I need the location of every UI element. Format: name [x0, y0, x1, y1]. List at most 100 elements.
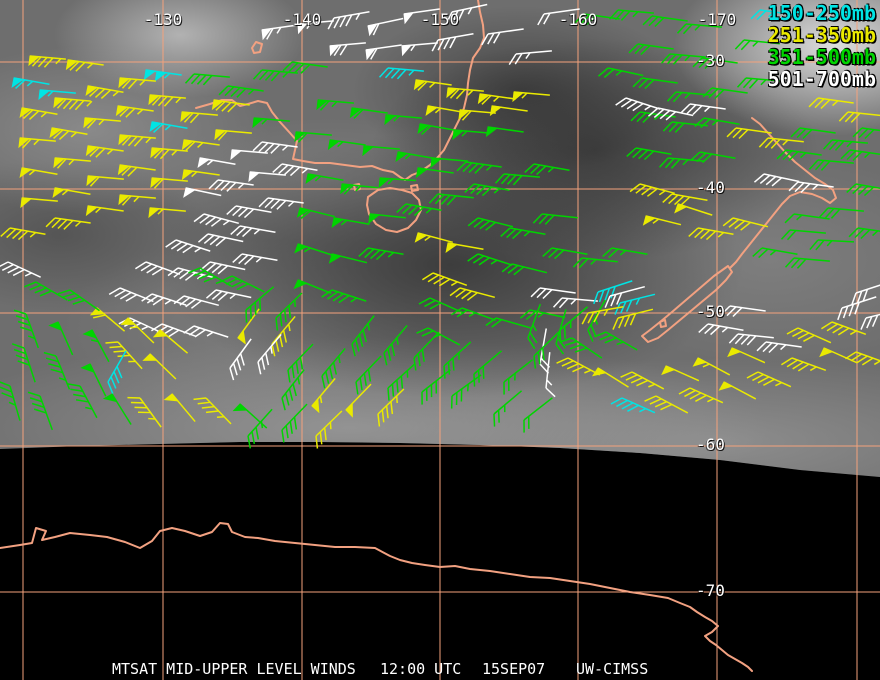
wind-barb — [467, 253, 513, 266]
wind-barb — [165, 239, 211, 254]
wind-barb — [11, 77, 50, 89]
wind-barb — [181, 169, 220, 181]
wind-barb — [660, 53, 706, 65]
wind-barb — [647, 107, 694, 121]
wind-barb — [417, 123, 456, 135]
wind-barb — [118, 77, 156, 90]
wind-barb — [378, 67, 424, 80]
wind-barb — [421, 272, 468, 287]
latitude-label: -70 — [696, 581, 725, 600]
wind-barb — [642, 15, 688, 28]
wind-barb — [413, 331, 440, 371]
wind-barb — [822, 139, 868, 151]
wind-barb — [698, 323, 744, 336]
wind-barb — [11, 343, 36, 383]
coastline-layer — [0, 0, 837, 672]
wind-barb — [727, 347, 766, 364]
wind-barb — [311, 377, 336, 414]
wind-barb — [52, 187, 91, 198]
wind-barb — [67, 383, 98, 419]
wind-barb — [378, 177, 416, 189]
wind-barb — [559, 306, 589, 343]
wind-barb — [275, 292, 303, 331]
wind-barb — [57, 289, 100, 312]
wind-barb-layer — [0, 3, 880, 449]
wind-barb — [24, 281, 68, 301]
wind-barb — [403, 8, 440, 25]
wind-barb — [296, 207, 336, 220]
wind-barb — [512, 91, 550, 103]
wind-barb — [456, 161, 502, 174]
wind-barb — [18, 137, 56, 149]
wind-barb — [271, 315, 296, 357]
wind-barb — [726, 127, 772, 140]
wind-barb — [508, 50, 552, 66]
wind-barb — [425, 105, 464, 116]
wind-barb — [519, 309, 566, 320]
wind-barb — [355, 355, 382, 395]
wind-barb — [523, 397, 553, 433]
wind-barb — [661, 365, 700, 382]
wind-barb — [559, 337, 603, 359]
wind-barb — [503, 359, 533, 395]
wind-barb — [808, 97, 854, 110]
wind-barb — [644, 395, 689, 414]
wind-barb — [365, 44, 402, 61]
latitude-label: -60 — [696, 435, 725, 454]
wind-barb — [537, 8, 580, 26]
wind-barb — [752, 247, 798, 259]
wind-barb — [753, 173, 800, 187]
wind-barb — [597, 67, 644, 78]
wind-barb — [149, 121, 188, 133]
wind-barb — [692, 357, 731, 376]
wind-barb — [626, 147, 672, 161]
wind-barb — [395, 151, 434, 162]
wind-barb — [780, 357, 827, 372]
wind-barb — [108, 287, 154, 303]
wind-barb — [629, 183, 675, 197]
wind-barb — [49, 127, 88, 140]
pressure-level-legend: 150-250mb 251-350mb 351-500mb 501-700mb — [768, 2, 876, 90]
wind-barb — [838, 111, 880, 123]
wind-barb — [533, 330, 561, 369]
wind-barb — [720, 305, 766, 318]
wind-barb — [750, 9, 796, 21]
wind-barb — [840, 149, 880, 162]
latitude-label: -40 — [696, 178, 725, 197]
wind-barb — [542, 247, 588, 260]
wind-barb — [473, 350, 503, 387]
wind-barb — [501, 263, 548, 276]
wind-barb — [493, 390, 523, 427]
wind-barb — [377, 388, 405, 427]
wind-barb — [851, 284, 880, 306]
longitude-label: -170 — [697, 10, 737, 29]
wind-barb — [846, 183, 880, 197]
wind-barb — [591, 367, 629, 388]
latitude-label: -50 — [696, 302, 725, 321]
wind-barb — [718, 381, 757, 400]
wind-barb — [80, 363, 107, 397]
credit: UW-CIMSS — [576, 660, 649, 678]
wind-barb — [261, 24, 298, 41]
wind-barb — [340, 183, 378, 195]
wind-barb — [53, 157, 91, 169]
wind-barb — [481, 28, 524, 46]
wind-barb — [150, 147, 188, 160]
wind-barb — [349, 107, 388, 119]
wind-barb — [20, 197, 58, 209]
wind-barb — [581, 306, 624, 325]
wind-barb — [688, 227, 734, 241]
legend-item-251-350mb: 251-350mb — [767, 23, 876, 47]
wind-barb — [188, 267, 232, 287]
wind-barb — [0, 261, 41, 278]
wind-barb — [837, 296, 877, 321]
wind-barb — [345, 383, 372, 418]
wind-barb — [329, 42, 366, 57]
wind-barb — [150, 177, 188, 189]
wind-barb — [445, 3, 488, 24]
wind-barb — [674, 203, 713, 216]
wind-barb — [53, 97, 93, 111]
wind-barb — [572, 257, 618, 269]
wind-barb — [734, 39, 780, 51]
wind-barb — [220, 275, 265, 293]
